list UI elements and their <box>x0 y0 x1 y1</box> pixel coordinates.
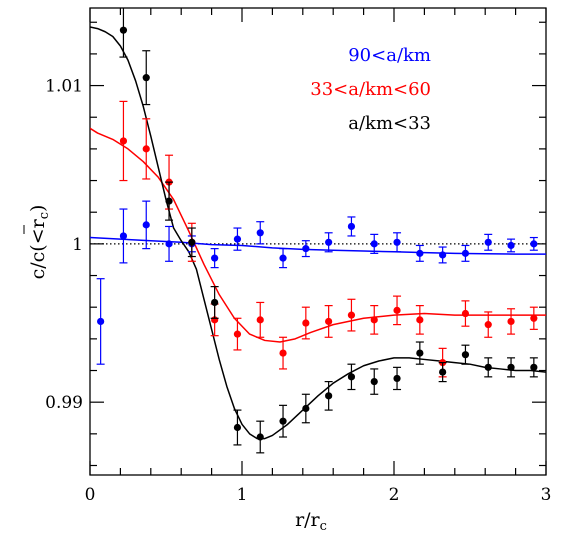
data-point <box>119 232 128 240</box>
legend: 90<a/km 33<a/km<60 a/km<33 <box>310 45 431 134</box>
data-point <box>439 251 447 259</box>
data-point <box>416 249 424 257</box>
x-tick-label: 1 <box>237 485 248 505</box>
y-tick-label: 0.99 <box>45 393 83 413</box>
data-point <box>393 374 401 383</box>
data-point <box>119 26 128 34</box>
data-point <box>325 392 333 400</box>
data-point <box>165 197 173 205</box>
data-point <box>325 238 333 246</box>
data-point <box>370 240 378 248</box>
data-point <box>347 222 356 231</box>
data-point <box>530 240 538 248</box>
data-point <box>484 321 492 329</box>
data-point <box>211 298 219 307</box>
data-point <box>507 317 515 326</box>
data-points <box>96 8 538 454</box>
tick-labels: 0 1 2 3 0.99 1 1.01 <box>45 77 551 505</box>
data-point <box>530 363 538 371</box>
data-point <box>347 311 356 319</box>
y-tick-label: 1 <box>72 235 83 255</box>
axis-ticks <box>89 8 547 475</box>
data-point <box>256 229 264 237</box>
legend-entry: 33<a/km<60 <box>310 79 431 100</box>
data-point <box>416 349 424 357</box>
series-curve <box>90 236 546 255</box>
data-point <box>233 235 242 243</box>
data-point <box>97 317 105 326</box>
data-point <box>279 349 287 357</box>
x-axis-label: r/rc <box>295 509 327 534</box>
data-point <box>507 363 515 371</box>
data-point <box>393 238 401 246</box>
data-point <box>530 314 538 322</box>
data-point <box>279 254 287 262</box>
data-point <box>165 240 173 248</box>
data-point <box>302 245 310 253</box>
data-point <box>461 249 470 257</box>
data-point <box>393 306 401 314</box>
data-point <box>484 238 492 246</box>
data-point <box>507 241 515 250</box>
data-point <box>233 423 242 432</box>
data-point <box>142 74 150 82</box>
data-point <box>302 319 310 327</box>
data-point <box>256 316 264 324</box>
data-point <box>119 137 128 145</box>
legend-entry: a/km<33 <box>348 113 431 134</box>
data-point <box>142 145 150 153</box>
data-point <box>370 316 378 324</box>
x-tick-label: 2 <box>389 485 400 505</box>
data-point <box>233 330 242 338</box>
data-point <box>461 351 470 359</box>
data-point <box>461 309 470 318</box>
data-point <box>302 404 310 413</box>
plot-frame <box>89 7 547 476</box>
series-curve <box>90 127 546 343</box>
data-point <box>416 316 424 324</box>
data-point <box>211 254 219 262</box>
data-point <box>142 221 150 229</box>
data-point <box>370 378 378 386</box>
y-tick-label: 1.01 <box>45 77 83 97</box>
data-point <box>325 317 333 326</box>
legend-entry: 90<a/km <box>348 45 431 66</box>
data-point <box>188 238 196 246</box>
data-point <box>279 417 287 425</box>
x-tick-label: 3 <box>541 485 552 505</box>
x-tick-label: 0 <box>85 485 96 505</box>
data-point <box>347 373 356 381</box>
data-point <box>256 433 264 441</box>
data-point <box>439 368 447 376</box>
data-point <box>484 363 492 371</box>
y-axis-label: c/c(<rc) <box>27 205 52 280</box>
